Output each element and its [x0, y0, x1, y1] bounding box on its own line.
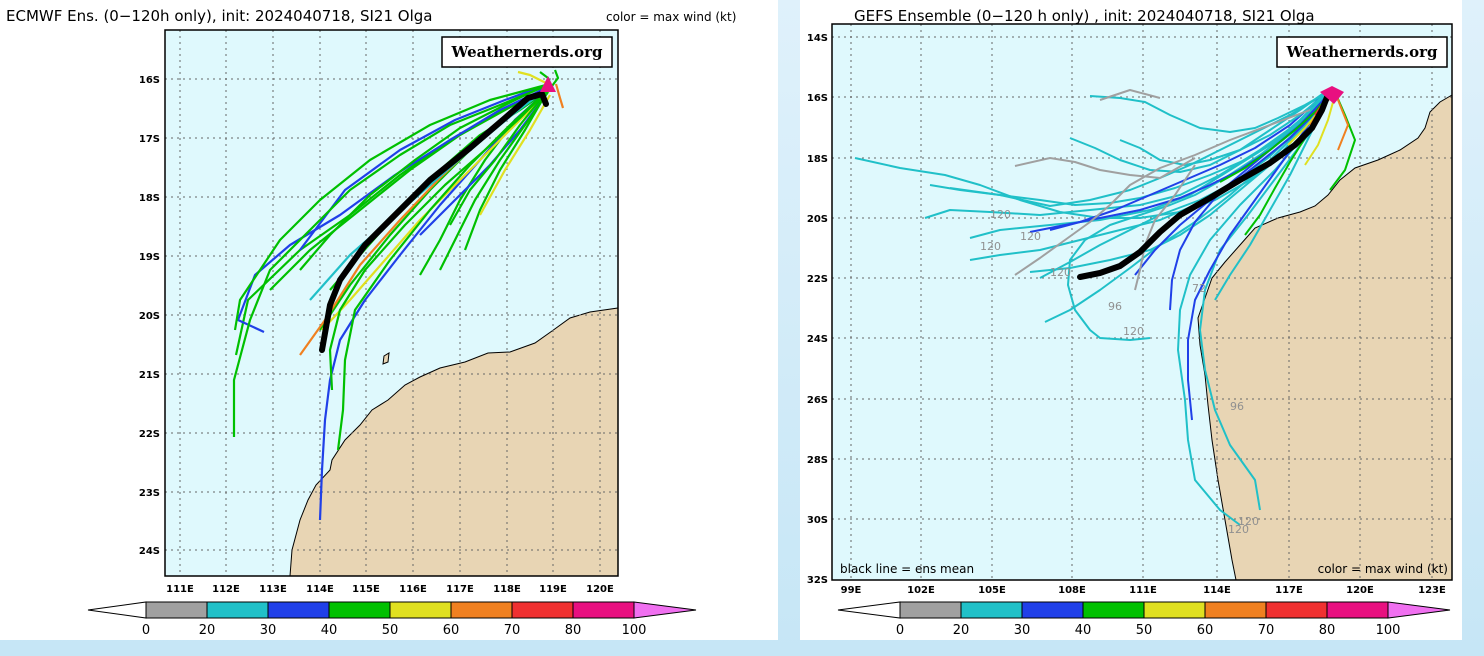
watermark: Weathernerds.org	[450, 43, 603, 61]
lon-label: 111E	[166, 584, 194, 595]
lat-label: 21S	[139, 370, 160, 381]
colorbar-label: 20	[953, 623, 970, 638]
lat-label: 20S	[139, 311, 160, 322]
colorbar-label: 40	[1075, 623, 1092, 638]
colorbar-label: 60	[1197, 623, 1214, 638]
gefs-panel: GEFS Ensemble (0−120 h only) , init: 202…	[800, 0, 1462, 640]
lon-label: 113E	[259, 584, 287, 595]
lat-label: 30S	[807, 515, 828, 526]
lon-label: 120E	[586, 584, 614, 595]
colorbar-label: 50	[1136, 623, 1153, 638]
watermark: Weathernerds.org	[1285, 43, 1438, 61]
lon-label: 115E	[352, 584, 380, 595]
lat-label: 28S	[807, 455, 828, 466]
lon-label: 99E	[841, 585, 862, 596]
lat-label: 22S	[139, 429, 160, 440]
colorbar-label: 60	[443, 623, 460, 638]
lat-label: 16S	[807, 93, 828, 104]
genesis-marker	[540, 76, 556, 92]
lon-label: 119E	[539, 584, 567, 595]
hour-label: 120	[1050, 266, 1071, 279]
watermark-box	[1276, 36, 1448, 68]
lon-label: 114E	[1203, 585, 1231, 596]
ecmwf-map	[164, 29, 619, 577]
colorbar-label: 20	[199, 623, 216, 638]
lat-label: 23S	[139, 488, 160, 499]
lat-label: 22S	[807, 274, 828, 285]
lat-label: 20S	[807, 214, 828, 225]
ensemble-mean-track	[319, 91, 549, 353]
colorbar-label: 70	[504, 623, 521, 638]
gefs-colorbar: 0 20 30 40 50 60 70 80 100	[837, 601, 1451, 638]
colorbar-label: 30	[260, 623, 277, 638]
colorbar-label: 80	[1319, 623, 1336, 638]
ensemble-tracks-gray	[1014, 89, 1311, 291]
lon-label: 117E	[1275, 585, 1303, 596]
ecmwf-color-note: color = max wind (kt)	[606, 10, 736, 24]
colorbar-label: 40	[321, 623, 338, 638]
ecmwf-colorbar: 0 20 30 40 50 60 70 80 100	[87, 601, 697, 638]
ecmwf-title: ECMWF Ens. (0−120h only), init: 20240407…	[6, 7, 432, 25]
colorbar-label: 30	[1014, 623, 1031, 638]
lon-label: 118E	[493, 584, 521, 595]
ensemble-mean-track	[1077, 89, 1332, 280]
hour-label: 120	[980, 240, 1001, 253]
hour-label: 120	[1020, 230, 1041, 243]
gefs-map-svg: GEFS Ensemble (0−120 h only) , init: 202…	[807, 7, 1453, 638]
hour-label: 120	[1123, 325, 1144, 338]
watermark-box	[441, 36, 613, 68]
ecmwf-lon-labels: 111E 112E 113E 114E 115E 116E 117E 118E …	[166, 584, 614, 595]
colorbar-label: 50	[382, 623, 399, 638]
lat-label: 17S	[139, 134, 160, 145]
hour-label: 120	[990, 208, 1011, 221]
hour-label: 72	[1192, 282, 1206, 295]
mean-note: black line = ens mean	[840, 562, 974, 576]
gefs-map: 120 120 120 120 96 120 120 72 96 120	[831, 23, 1453, 581]
graticule	[832, 24, 1452, 580]
colorbar-label: 100	[1376, 623, 1401, 638]
lat-label: 14S	[807, 33, 828, 44]
hour-label: 120	[1228, 523, 1249, 536]
island	[382, 352, 390, 365]
lon-label: 105E	[978, 585, 1006, 596]
ecmwf-map-svg: ECMWF Ens. (0−120h only), init: 20240407…	[6, 7, 736, 638]
gefs-lat-labels: 14S 16S 18S 20S 22S 24S 26S 28S 30S 32S	[807, 33, 828, 586]
lat-label: 32S	[807, 575, 828, 586]
gefs-title: GEFS Ensemble (0−120 h only) , init: 202…	[854, 7, 1315, 25]
lat-label: 16S	[139, 75, 160, 86]
hour-label: 120	[1238, 515, 1259, 528]
colorbar-label: 80	[565, 623, 582, 638]
ecmwf-lat-labels: 16S 17S 18S 19S 20S 21S 22S 23S 24S	[139, 75, 160, 557]
lat-label: 18S	[807, 154, 828, 165]
lon-label: 112E	[212, 584, 240, 595]
lat-label: 26S	[807, 395, 828, 406]
lon-label: 116E	[399, 584, 427, 595]
colorbar-label: 70	[1258, 623, 1275, 638]
lon-label: 123E	[1418, 585, 1446, 596]
lon-label: 102E	[907, 585, 935, 596]
lat-label: 18S	[139, 193, 160, 204]
ecmwf-panel: ECMWF Ens. (0−120h only), init: 20240407…	[6, 7, 737, 638]
lon-label: 108E	[1058, 585, 1086, 596]
australia-coast-land	[289, 307, 619, 577]
gefs-lon-labels: 99E 102E 105E 108E 111E 114E 117E 120E 1…	[841, 585, 1446, 596]
lat-label: 24S	[139, 546, 160, 557]
hour-label: 96	[1230, 400, 1244, 413]
color-note: color = max wind (kt)	[1318, 562, 1448, 576]
genesis-marker	[1320, 86, 1344, 104]
lat-label: 19S	[139, 252, 160, 263]
colorbar-label: 0	[142, 623, 150, 638]
forecast-hour-labels: 120 120 120 120 96 120 120 72 96 120	[980, 208, 1259, 536]
colorbar-label: 100	[622, 623, 647, 638]
map-frame	[164, 29, 619, 577]
hour-label: 96	[1108, 300, 1122, 313]
lon-label: 111E	[1129, 585, 1157, 596]
lon-label: 120E	[1346, 585, 1374, 596]
colorbar-label: 0	[896, 623, 904, 638]
lon-label: 114E	[306, 584, 334, 595]
lon-label: 117E	[446, 584, 474, 595]
map-frame	[831, 23, 1453, 581]
lat-label: 24S	[807, 334, 828, 345]
